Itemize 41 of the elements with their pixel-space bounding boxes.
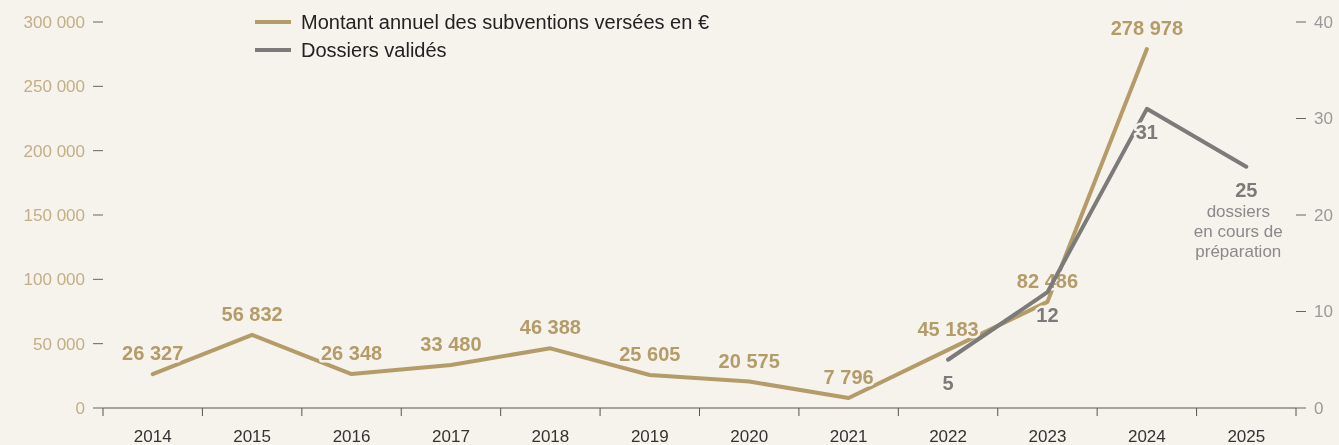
x-tick-label: 2018 bbox=[531, 427, 570, 445]
y2-tick-label: 30 bbox=[1314, 109, 1333, 129]
data-label: 31 bbox=[1135, 120, 1158, 143]
data-label: 25 605 bbox=[619, 343, 681, 366]
x-tick-label: 2021 bbox=[829, 427, 868, 445]
x-tick-label: 2024 bbox=[1127, 427, 1166, 445]
y-tick-label: 250 000 bbox=[23, 77, 85, 97]
x-tick-label: 2017 bbox=[432, 427, 470, 445]
y2-tick-label: 40 bbox=[1314, 12, 1333, 32]
data-label: 12 bbox=[1036, 304, 1059, 327]
x-tick-label: 2020 bbox=[730, 427, 769, 445]
data-label: 5 bbox=[942, 371, 954, 394]
x-tick-label: 2014 bbox=[133, 427, 172, 445]
data-label: 26 327 bbox=[122, 342, 184, 365]
y2-tick-label: 20 bbox=[1314, 205, 1333, 225]
y-tick-label: 50 000 bbox=[33, 334, 85, 354]
data-label: 7 796 bbox=[823, 365, 874, 388]
x-tick-label: 2023 bbox=[1028, 427, 1067, 445]
y2-tick-label: 0 bbox=[1314, 398, 1324, 418]
data-label: 20 575 bbox=[718, 349, 780, 372]
data-label: 33 480 bbox=[420, 332, 482, 355]
y-tick-label: 300 000 bbox=[23, 12, 85, 32]
legend-label: Montant annuel des subventions versées en € bbox=[301, 11, 710, 33]
y-tick-label: 0 bbox=[75, 398, 85, 418]
y-tick-label: 150 000 bbox=[23, 205, 85, 225]
data-label: 26 348 bbox=[320, 342, 383, 365]
x-tick-label: 2016 bbox=[332, 427, 371, 445]
legend-label: Dossiers validés bbox=[301, 39, 447, 61]
data-label: 25 bbox=[1235, 178, 1258, 201]
data-label: 46 388 bbox=[519, 316, 581, 339]
x-tick-label: 2015 bbox=[233, 427, 272, 445]
data-label: 56 832 bbox=[221, 302, 283, 325]
y-tick-label: 100 000 bbox=[23, 270, 85, 290]
data-label: 45 183 bbox=[917, 317, 979, 340]
x-tick-label: 2025 bbox=[1227, 427, 1266, 445]
y2-tick-label: 10 bbox=[1314, 302, 1333, 322]
y-tick-label: 200 000 bbox=[23, 141, 85, 161]
x-tick-label: 2022 bbox=[929, 427, 967, 445]
annotation: dossiers en cours de préparation bbox=[1193, 202, 1283, 261]
x-tick-label: 2019 bbox=[630, 427, 669, 445]
data-label: 278 978 bbox=[1110, 17, 1184, 40]
